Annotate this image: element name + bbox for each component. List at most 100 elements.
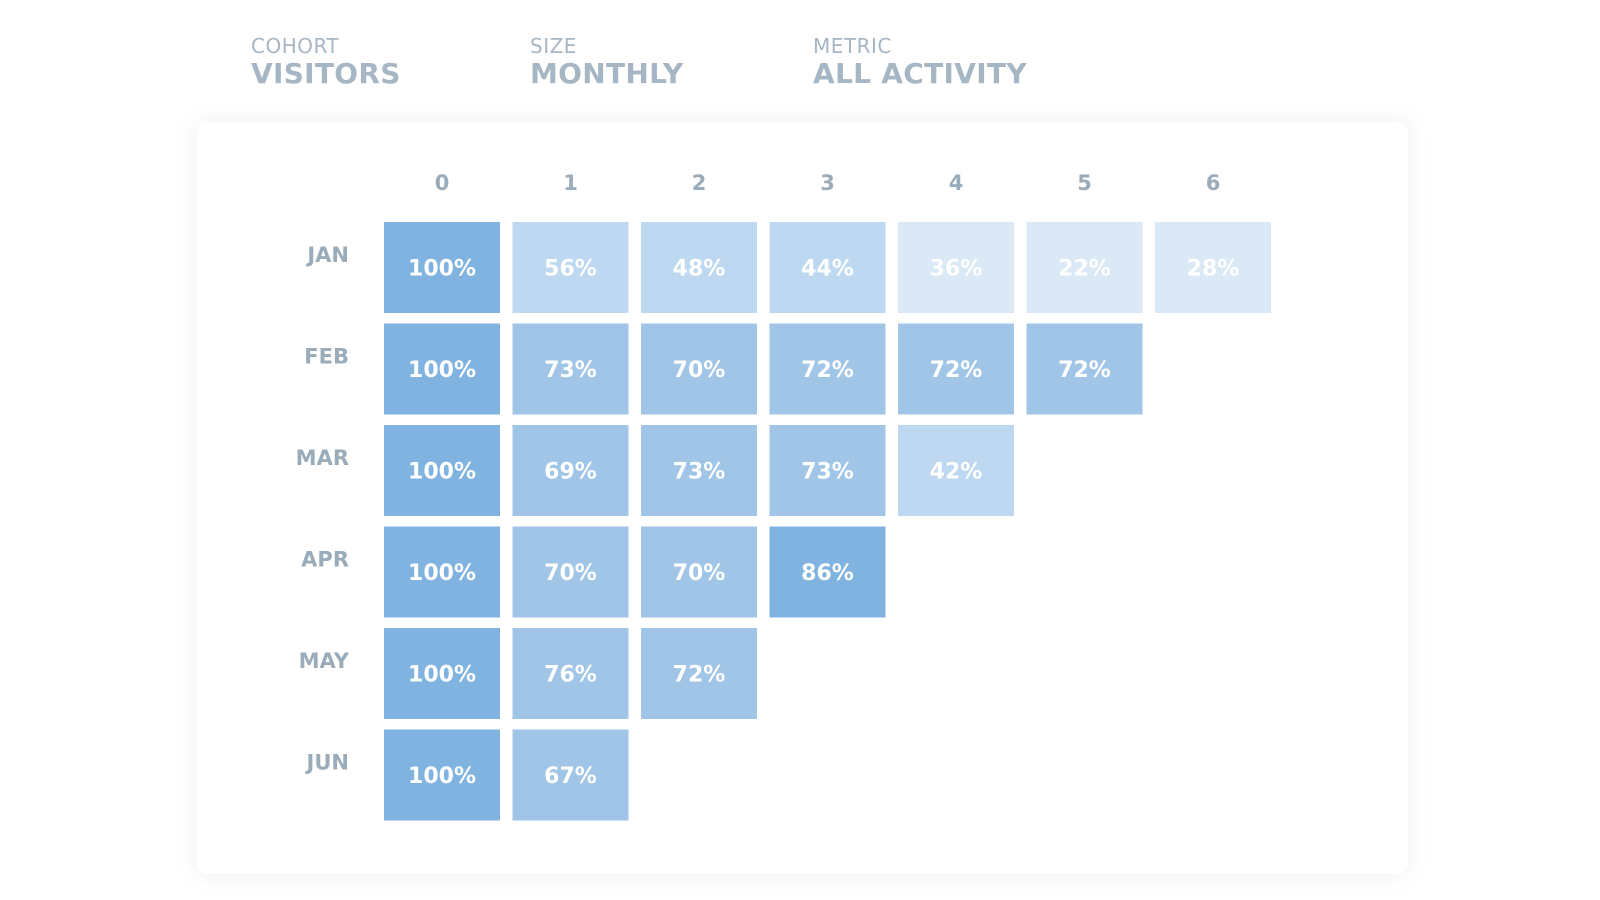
- heatmap-cell-rect[interactable]: [769, 425, 886, 516]
- cell-value-label: 70%: [544, 561, 597, 586]
- size-label: SIZE: [530, 34, 577, 58]
- heatmap-cell-rect[interactable]: [1026, 222, 1143, 313]
- heatmap-cell[interactable]: 76%: [512, 628, 629, 719]
- cohort-value[interactable]: VISITORS: [251, 57, 401, 90]
- cell-value-label: 100%: [408, 764, 476, 789]
- heatmap-cell-rect[interactable]: [641, 323, 757, 415]
- heatmap-cell-rect[interactable]: [384, 526, 500, 618]
- cell-value-label: 36%: [930, 257, 983, 282]
- heatmap-cell-rect[interactable]: [512, 628, 629, 719]
- cell-value-label: 72%: [673, 663, 726, 688]
- cell-value-label: 48%: [673, 257, 726, 282]
- heatmap-cell-rect[interactable]: [384, 425, 500, 516]
- cohort-label: COHORT: [251, 34, 340, 58]
- heatmap-cell[interactable]: 73%: [641, 425, 757, 516]
- metric-selector[interactable]: METRIC ALL ACTIVITY: [813, 34, 1027, 90]
- heatmap-cell-rect[interactable]: [769, 222, 886, 313]
- heatmap-cell[interactable]: 100%: [384, 526, 500, 618]
- cell-value-label: 100%: [408, 358, 476, 383]
- size-selector[interactable]: SIZE MONTHLY: [530, 34, 684, 90]
- heatmap-cell-rect[interactable]: [898, 222, 1014, 313]
- heatmap-cell-rect[interactable]: [384, 628, 500, 719]
- row-tick-label: FEB: [304, 345, 349, 369]
- cell-value-label: 100%: [408, 460, 476, 485]
- heatmap-cell[interactable]: 72%: [769, 323, 886, 415]
- heatmap-cell[interactable]: 70%: [641, 526, 757, 618]
- heatmap-cell[interactable]: 100%: [384, 729, 500, 821]
- cell-value-label: 67%: [544, 764, 597, 789]
- heatmap-cell[interactable]: 100%: [384, 425, 500, 516]
- heatmap-cell[interactable]: 42%: [898, 425, 1014, 516]
- row-tick-label: JAN: [305, 243, 349, 267]
- heatmap-cell[interactable]: 67%: [512, 729, 629, 821]
- heatmap-cell-rect[interactable]: [1155, 222, 1271, 313]
- row-tick-label: JUN: [305, 751, 349, 775]
- heatmap-cell-rect[interactable]: [512, 526, 629, 618]
- cell-value-label: 72%: [801, 358, 854, 383]
- heatmap-cell-rect[interactable]: [641, 628, 757, 719]
- cell-value-label: 73%: [673, 460, 726, 485]
- heatmap-cell[interactable]: 72%: [641, 628, 757, 719]
- cell-value-label: 72%: [1058, 358, 1111, 383]
- row-tick-label: MAR: [296, 446, 349, 470]
- cell-value-label: 76%: [544, 663, 597, 688]
- heatmap-cell-rect[interactable]: [512, 323, 629, 415]
- heatmap-cell-rect[interactable]: [384, 323, 500, 415]
- heatmap-cell-rect[interactable]: [898, 323, 1014, 415]
- heatmap-cell[interactable]: 73%: [512, 323, 629, 415]
- cell-value-label: 73%: [544, 358, 597, 383]
- size-value[interactable]: MONTHLY: [530, 57, 684, 90]
- heatmap-cell-rect[interactable]: [512, 222, 629, 313]
- heatmap-cell-rect[interactable]: [384, 222, 500, 313]
- cell-value-label: 70%: [673, 358, 726, 383]
- heatmap-cell[interactable]: 73%: [769, 425, 886, 516]
- column-tick-label: 5: [1077, 171, 1092, 195]
- heatmap-cell[interactable]: 56%: [512, 222, 629, 313]
- heatmap-cell[interactable]: 100%: [384, 222, 500, 313]
- heatmap-cell[interactable]: 86%: [769, 526, 886, 618]
- column-tick-label: 6: [1206, 171, 1221, 195]
- column-tick-label: 4: [949, 171, 964, 195]
- heatmap-cell[interactable]: 72%: [898, 323, 1014, 415]
- heatmap-cell[interactable]: 22%: [1026, 222, 1143, 313]
- heatmap-cell[interactable]: 36%: [898, 222, 1014, 313]
- heatmap-cell-rect[interactable]: [641, 526, 757, 618]
- row-tick-label: MAY: [299, 649, 350, 673]
- heatmap-cell-rect[interactable]: [384, 729, 500, 821]
- heatmap-cell[interactable]: 44%: [769, 222, 886, 313]
- heatmap-cell-rect[interactable]: [641, 425, 757, 516]
- heatmap-cell-rect[interactable]: [898, 425, 1014, 516]
- cell-value-label: 86%: [801, 561, 854, 586]
- metric-value[interactable]: ALL ACTIVITY: [813, 57, 1027, 90]
- cell-value-label: 100%: [408, 663, 476, 688]
- row-tick-label: APR: [301, 548, 349, 572]
- cell-value-label: 73%: [801, 460, 854, 485]
- heatmap-cell[interactable]: 70%: [641, 323, 757, 415]
- cell-value-label: 69%: [544, 460, 597, 485]
- heatmap-cell[interactable]: 70%: [512, 526, 629, 618]
- metric-label: METRIC: [813, 34, 892, 58]
- heatmap-cell-rect[interactable]: [769, 323, 886, 415]
- cell-value-label: 72%: [930, 358, 983, 383]
- heatmap-cell[interactable]: 69%: [512, 425, 629, 516]
- heatmap-cell[interactable]: 100%: [384, 323, 500, 415]
- column-tick-label: 3: [820, 171, 835, 195]
- cell-value-label: 70%: [673, 561, 726, 586]
- heatmap-cell[interactable]: 48%: [641, 222, 757, 313]
- heatmap-cell-rect[interactable]: [641, 222, 757, 313]
- heatmap-cell-rect[interactable]: [769, 526, 886, 618]
- heatmap-cell-rect[interactable]: [1026, 323, 1143, 415]
- heatmap-cell[interactable]: 72%: [1026, 323, 1143, 415]
- column-tick-label: 2: [692, 171, 707, 195]
- cell-value-label: 56%: [544, 257, 597, 282]
- cell-value-label: 44%: [801, 257, 854, 282]
- heatmap-cell-rect[interactable]: [512, 425, 629, 516]
- cell-value-label: 22%: [1058, 257, 1111, 282]
- heatmap-cell-rect[interactable]: [512, 729, 629, 821]
- cohort-selector[interactable]: COHORT VISITORS: [251, 34, 401, 90]
- heatmap-cell[interactable]: 28%: [1155, 222, 1271, 313]
- heatmap-cell[interactable]: 100%: [384, 628, 500, 719]
- cell-value-label: 28%: [1187, 257, 1240, 282]
